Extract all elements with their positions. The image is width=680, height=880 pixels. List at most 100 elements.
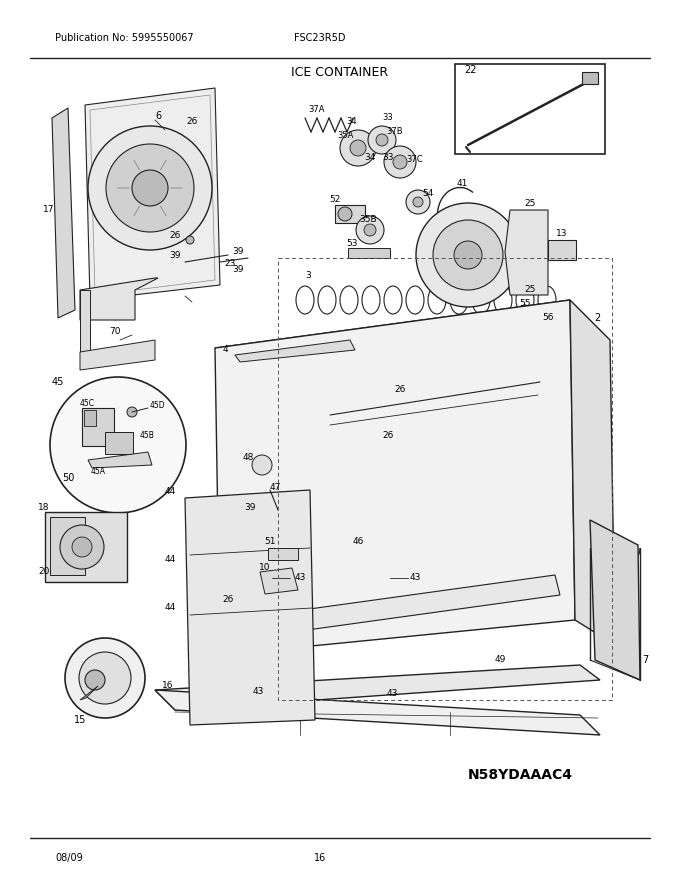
Bar xyxy=(45,512,127,582)
Text: 16: 16 xyxy=(163,680,174,690)
Text: 50: 50 xyxy=(62,473,74,483)
Text: 13: 13 xyxy=(556,230,568,238)
Text: 08/09: 08/09 xyxy=(55,853,83,863)
Circle shape xyxy=(454,241,482,269)
Text: 37A: 37A xyxy=(308,106,324,114)
Circle shape xyxy=(364,224,376,236)
Text: 22: 22 xyxy=(464,65,477,75)
Text: 49: 49 xyxy=(494,656,506,664)
Circle shape xyxy=(540,320,550,330)
Text: 16: 16 xyxy=(314,853,326,863)
Text: 2: 2 xyxy=(594,313,600,323)
Text: 70: 70 xyxy=(109,327,121,336)
Text: 43: 43 xyxy=(386,688,398,698)
Text: 17: 17 xyxy=(43,206,54,215)
Text: 33: 33 xyxy=(383,114,393,122)
Text: 26: 26 xyxy=(169,231,181,239)
Text: 35B: 35B xyxy=(359,216,377,224)
Polygon shape xyxy=(260,568,298,594)
Text: 18: 18 xyxy=(38,503,50,512)
Text: 52: 52 xyxy=(329,194,341,203)
Bar xyxy=(82,408,114,446)
Text: 54: 54 xyxy=(422,188,434,197)
Text: 25: 25 xyxy=(524,285,536,295)
Text: 7: 7 xyxy=(642,655,648,665)
Circle shape xyxy=(50,377,186,513)
Text: N58YDAAAC4: N58YDAAAC4 xyxy=(468,768,573,782)
Polygon shape xyxy=(235,340,355,362)
Text: 26: 26 xyxy=(186,118,198,127)
Bar xyxy=(105,432,133,454)
Text: 48: 48 xyxy=(242,452,254,461)
Text: 43: 43 xyxy=(252,687,264,696)
Circle shape xyxy=(518,305,532,319)
Circle shape xyxy=(384,146,416,178)
Bar xyxy=(268,548,298,560)
Text: 35A: 35A xyxy=(337,130,353,140)
Polygon shape xyxy=(80,340,155,370)
Text: 53: 53 xyxy=(346,239,358,248)
Text: 43: 43 xyxy=(294,574,306,583)
Text: 34: 34 xyxy=(364,152,375,162)
Text: 20: 20 xyxy=(38,568,50,576)
Text: 44: 44 xyxy=(165,604,176,612)
Text: 26: 26 xyxy=(222,596,234,605)
Circle shape xyxy=(252,455,272,475)
Text: 39: 39 xyxy=(244,503,256,512)
Polygon shape xyxy=(85,88,220,300)
Text: Publication No: 5995550067: Publication No: 5995550067 xyxy=(55,33,194,43)
Text: 39: 39 xyxy=(233,247,243,256)
Text: 15: 15 xyxy=(74,715,86,725)
Polygon shape xyxy=(155,690,600,735)
Bar xyxy=(335,205,365,223)
Text: 39: 39 xyxy=(169,251,181,260)
Polygon shape xyxy=(155,665,600,710)
Circle shape xyxy=(79,652,131,704)
Text: 23: 23 xyxy=(224,260,236,268)
Circle shape xyxy=(60,525,104,569)
Polygon shape xyxy=(215,300,570,355)
Circle shape xyxy=(416,203,520,307)
Polygon shape xyxy=(215,300,575,655)
Text: 56: 56 xyxy=(542,313,554,322)
Circle shape xyxy=(106,144,194,232)
Text: 47: 47 xyxy=(269,483,281,493)
Text: 43: 43 xyxy=(409,574,421,583)
Polygon shape xyxy=(52,108,75,318)
Circle shape xyxy=(127,407,137,417)
Text: 45C: 45C xyxy=(80,399,95,407)
Polygon shape xyxy=(570,300,615,645)
Text: 37B: 37B xyxy=(387,128,403,136)
Circle shape xyxy=(186,236,194,244)
Bar xyxy=(348,248,390,258)
Bar xyxy=(548,240,576,260)
Text: 37C: 37C xyxy=(407,156,424,165)
Text: 10: 10 xyxy=(259,563,271,573)
Bar xyxy=(582,72,598,84)
Circle shape xyxy=(350,140,366,156)
Circle shape xyxy=(356,216,384,244)
Text: 26: 26 xyxy=(394,385,406,394)
Text: 45D: 45D xyxy=(150,400,166,409)
Polygon shape xyxy=(88,452,152,468)
Circle shape xyxy=(88,126,212,250)
Text: 4: 4 xyxy=(222,346,228,355)
Text: 46: 46 xyxy=(352,538,364,546)
Text: 41: 41 xyxy=(456,179,468,187)
Bar xyxy=(50,517,85,575)
Polygon shape xyxy=(505,210,548,295)
Text: 44: 44 xyxy=(165,555,175,564)
Circle shape xyxy=(413,197,423,207)
Circle shape xyxy=(368,126,396,154)
Circle shape xyxy=(65,638,145,718)
Text: 6: 6 xyxy=(155,111,161,121)
Polygon shape xyxy=(80,290,90,355)
Circle shape xyxy=(132,170,168,206)
Text: FSC23R5D: FSC23R5D xyxy=(294,33,345,43)
Text: 33: 33 xyxy=(382,152,394,162)
Polygon shape xyxy=(590,520,640,680)
Circle shape xyxy=(376,134,388,146)
Text: 45B: 45B xyxy=(140,430,155,439)
Text: ICE CONTAINER: ICE CONTAINER xyxy=(292,65,388,78)
Text: 3: 3 xyxy=(305,272,311,281)
